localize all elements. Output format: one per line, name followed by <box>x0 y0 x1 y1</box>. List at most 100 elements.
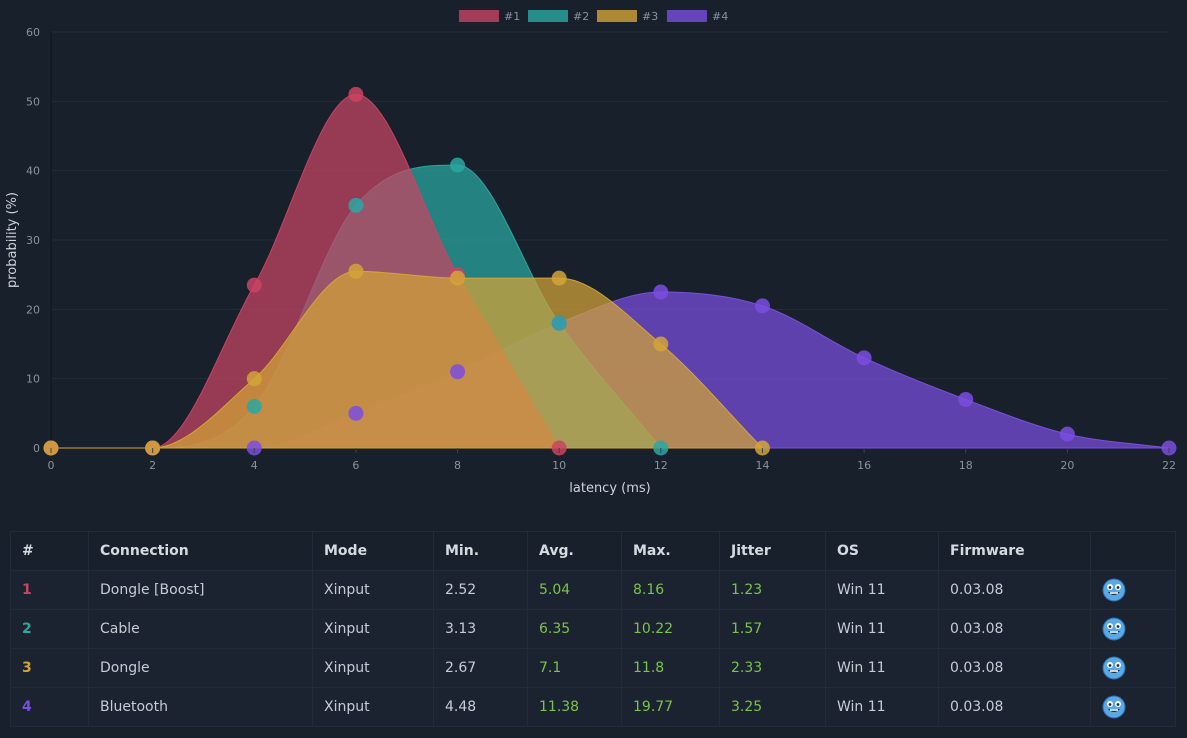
data-point-series-4[interactable] <box>450 364 466 380</box>
y-tick-label: 60 <box>26 26 40 39</box>
y-axis-title: probability (%) <box>5 192 20 288</box>
table-row[interactable]: 4 Bluetooth Xinput 4.48 11.38 19.77 3.25… <box>10 687 1176 727</box>
connection-cell: Bluetooth <box>88 687 313 727</box>
table-header-row: # Connection Mode Min. Avg. Max. Jitter … <box>10 531 1176 571</box>
data-point-series-4[interactable] <box>348 405 364 421</box>
x-axis-ticks: 0 2 4 6 8 10 12 14 16 18 20 22 <box>48 448 1176 472</box>
y-tick-label: 50 <box>26 95 40 108</box>
x-tick-label: 0 <box>48 459 55 472</box>
data-point-series-3[interactable] <box>551 270 567 286</box>
x-tick-label: 16 <box>857 459 871 472</box>
data-point-series-2[interactable] <box>450 157 466 173</box>
jitter-cell: 1.57 <box>719 609 826 649</box>
col-header-os[interactable]: OS <box>825 531 939 571</box>
data-point-series-1[interactable] <box>246 277 262 293</box>
min-cell: 3.13 <box>433 609 528 649</box>
legend-label-3[interactable]: #3 <box>642 10 658 23</box>
col-header-avg[interactable]: Avg. <box>527 531 622 571</box>
table-row[interactable]: 1 Dongle [Boost] Xinput 2.52 5.04 8.16 1… <box>10 570 1176 610</box>
connection-cell: Dongle [Boost] <box>88 570 313 610</box>
y-tick-label: 10 <box>26 373 40 386</box>
legend-label-4[interactable]: #4 <box>712 10 728 23</box>
smiley-face-icon[interactable] <box>1102 695 1126 719</box>
os-cell: Win 11 <box>825 609 939 649</box>
profile-cell[interactable] <box>1090 648 1176 688</box>
legend-swatch-2[interactable] <box>528 10 568 22</box>
legend-label-2[interactable]: #2 <box>573 10 589 23</box>
chart-data-points <box>43 86 1177 456</box>
data-point-series-2[interactable] <box>246 398 262 414</box>
data-point-series-3[interactable] <box>246 371 262 387</box>
x-tick-label: 20 <box>1060 459 1074 472</box>
data-point-series-4[interactable] <box>1059 426 1075 442</box>
latency-distribution-chart: #1 #2 #3 #4 0 2 4 6 8 10 12 14 16 18 20 22 0 10 20 30 40 50… <box>5 10 1177 496</box>
connection-cell: Cable <box>88 609 313 649</box>
data-point-series-3[interactable] <box>450 270 466 286</box>
avg-cell: 6.35 <box>527 609 622 649</box>
max-cell: 8.16 <box>621 570 720 610</box>
max-cell: 11.8 <box>621 648 720 688</box>
row-number: 3 <box>10 648 89 688</box>
max-cell: 19.77 <box>621 687 720 727</box>
col-header-min[interactable]: Min. <box>433 531 528 571</box>
legend-swatch-4[interactable] <box>667 10 707 22</box>
chart-legend[interactable]: #1 #2 #3 #4 <box>459 10 728 23</box>
col-header-firmware[interactable]: Firmware <box>938 531 1091 571</box>
col-header-number[interactable]: # <box>10 531 89 571</box>
mode-cell: Xinput <box>312 648 434 688</box>
data-point-series-3[interactable] <box>348 263 364 279</box>
data-point-series-4[interactable] <box>958 391 974 407</box>
x-tick-label: 2 <box>149 459 156 472</box>
avg-cell: 5.04 <box>527 570 622 610</box>
x-tick-label: 14 <box>755 459 769 472</box>
mode-cell: Xinput <box>312 687 434 727</box>
firmware-cell: 0.03.08 <box>938 609 1091 649</box>
chart-series-areas <box>51 93 1170 449</box>
jitter-cell: 1.23 <box>719 570 826 610</box>
profile-cell[interactable] <box>1090 609 1176 649</box>
data-point-series-3[interactable] <box>653 336 669 352</box>
smiley-face-icon[interactable] <box>1102 617 1126 641</box>
table-row[interactable]: 2 Cable Xinput 3.13 6.35 10.22 1.57 Win … <box>10 609 1176 649</box>
row-number: 1 <box>10 570 89 610</box>
os-cell: Win 11 <box>825 648 939 688</box>
col-header-mode[interactable]: Mode <box>312 531 434 571</box>
data-point-series-4[interactable] <box>856 350 872 366</box>
data-point-series-4[interactable] <box>754 298 770 314</box>
data-point-series-2[interactable] <box>348 197 364 213</box>
smiley-face-icon[interactable] <box>1102 656 1126 680</box>
data-point-series-4[interactable] <box>653 284 669 300</box>
profile-cell[interactable] <box>1090 570 1176 610</box>
col-header-max[interactable]: Max. <box>621 531 720 571</box>
col-header-connection[interactable]: Connection <box>88 531 313 571</box>
smiley-face-icon[interactable] <box>1102 578 1126 602</box>
max-cell: 10.22 <box>621 609 720 649</box>
legend-swatch-1[interactable] <box>459 10 499 22</box>
data-point-series-2[interactable] <box>551 315 567 331</box>
mode-cell: Xinput <box>312 570 434 610</box>
min-cell: 2.67 <box>433 648 528 688</box>
row-number: 4 <box>10 687 89 727</box>
legend-swatch-3[interactable] <box>597 10 637 22</box>
profile-cell[interactable] <box>1090 687 1176 727</box>
jitter-cell: 3.25 <box>719 687 826 727</box>
x-tick-label: 8 <box>454 459 461 472</box>
x-tick-label: 10 <box>552 459 566 472</box>
avg-cell: 11.38 <box>527 687 622 727</box>
min-cell: 2.52 <box>433 570 528 610</box>
y-tick-label: 30 <box>26 234 40 247</box>
results-table: # Connection Mode Min. Avg. Max. Jitter … <box>10 531 1176 727</box>
os-cell: Win 11 <box>825 570 939 610</box>
avg-cell: 7.1 <box>527 648 622 688</box>
x-tick-label: 22 <box>1162 459 1176 472</box>
mode-cell: Xinput <box>312 609 434 649</box>
x-tick-label: 18 <box>959 459 973 472</box>
row-number: 2 <box>10 609 89 649</box>
table-row[interactable]: 3 Dongle Xinput 2.67 7.1 11.8 2.33 Win 1… <box>10 648 1176 688</box>
col-header-jitter[interactable]: Jitter <box>719 531 826 571</box>
data-point-series-1[interactable] <box>348 86 364 102</box>
legend-label-1[interactable]: #1 <box>504 10 520 23</box>
y-tick-label: 40 <box>26 165 40 178</box>
connection-cell: Dongle <box>88 648 313 688</box>
min-cell: 4.48 <box>433 687 528 727</box>
